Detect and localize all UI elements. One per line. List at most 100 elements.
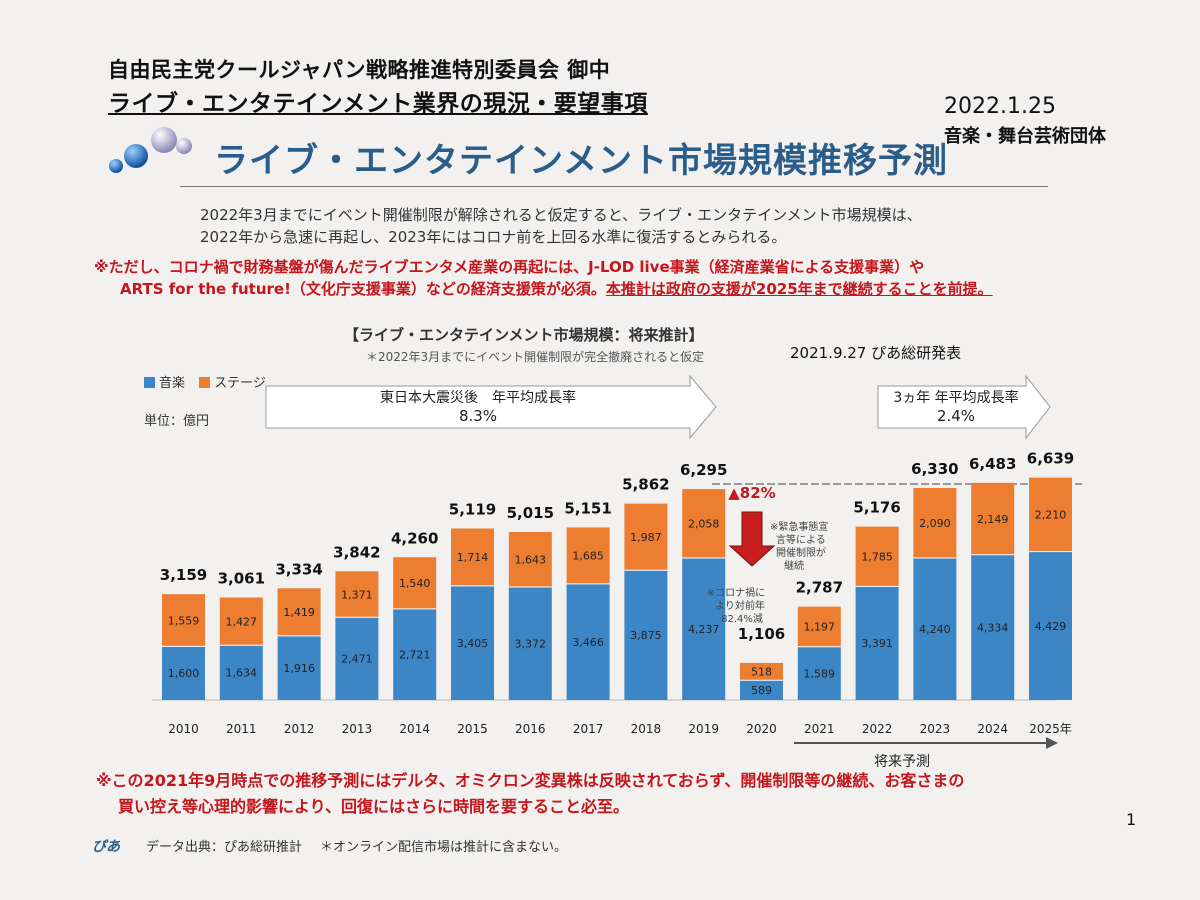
label-total-2024: 6,483 bbox=[969, 455, 1016, 473]
bar-music-2013 bbox=[335, 617, 379, 700]
x-tick-2018: 2018 bbox=[631, 722, 662, 736]
growth-past-label: 東日本大震災後 年平均成長率 bbox=[380, 389, 576, 406]
bar-stage-2019 bbox=[682, 489, 726, 559]
summary-line-2: 2022年から急速に再起し、2023年にはコロナ前を上回る水準に復活するとみられ… bbox=[200, 228, 787, 246]
covid-note-2: より対前年 bbox=[715, 599, 765, 612]
label-stage-2022: 1,785 bbox=[861, 551, 893, 564]
x-tick-2012: 2012 bbox=[284, 722, 315, 736]
footer-source: データ出典：ぴあ総研推計 bbox=[146, 840, 303, 855]
bar-music-2022 bbox=[855, 586, 899, 700]
bar-stage-2025年 bbox=[1029, 477, 1072, 552]
bar-stage-2012 bbox=[277, 588, 321, 636]
drop-label: ▲82% bbox=[728, 484, 775, 502]
emergency-note-1: ※緊急事態宣 bbox=[770, 520, 828, 533]
label-stage-2021: 1,197 bbox=[804, 621, 836, 634]
label-total-2025年: 6,639 bbox=[1027, 450, 1074, 468]
label-total-2021: 2,787 bbox=[796, 579, 843, 597]
label-total-2017: 5,151 bbox=[564, 499, 611, 517]
support-notice: ※ただし、コロナ禍で財務基盤が傷んだライブエンタメ産業の再起には、J-LOD l… bbox=[94, 256, 993, 300]
label-music-2025年: 4,429 bbox=[1035, 620, 1067, 633]
bar-stage-2024 bbox=[971, 482, 1015, 555]
label-total-2023: 6,330 bbox=[911, 460, 958, 478]
label-music-2023: 4,240 bbox=[919, 623, 951, 636]
decorative-dots-icon bbox=[109, 127, 192, 173]
label-music-2014: 2,721 bbox=[399, 648, 431, 661]
bar-music-2024 bbox=[971, 554, 1015, 700]
bar-music-2019 bbox=[682, 558, 726, 700]
summary-text: 2022年3月までにイベント開催制限が解除されると仮定すると、ライブ・エンタテイ… bbox=[200, 204, 922, 248]
chart-subtitle: ＊2022年3月までにイベント開催制限が完全撤廃されると仮定 bbox=[366, 350, 705, 364]
support-notice-line-2b: 本推計は政府の支援が2025年まで継続することを前提。 bbox=[605, 280, 993, 298]
bar-music-2014 bbox=[393, 608, 437, 700]
covid-note-3: 82.4%減 bbox=[721, 612, 763, 625]
footer-note: ＊オンライン配信市場は推計に含まない。 bbox=[320, 840, 568, 855]
document-date: 2022.1.25 bbox=[944, 94, 1056, 119]
document-author: 音楽・舞台芸術団体 bbox=[944, 126, 1106, 147]
page-number: 1 bbox=[1126, 810, 1137, 829]
x-tick-2024: 2024 bbox=[977, 722, 1008, 736]
x-tick-2014: 2014 bbox=[399, 722, 430, 736]
label-music-2016: 3,372 bbox=[515, 638, 547, 651]
chart-unit: 単位：億円 bbox=[144, 414, 210, 429]
bars-group: 1,600 1,559 3,159 2010 1,634 1,427 3,061 2011 1,… bbox=[160, 450, 1074, 736]
bar-music-2017 bbox=[566, 583, 610, 700]
label-total-2010: 3,159 bbox=[160, 566, 207, 584]
main-title: ライブ・エンタテインメント市場規模推移予測 bbox=[214, 141, 948, 181]
label-total-2012: 3,334 bbox=[275, 560, 322, 578]
label-total-2022: 5,176 bbox=[853, 499, 900, 517]
label-stage-2025年: 2,210 bbox=[1035, 509, 1067, 522]
x-tick-2020: 2020 bbox=[746, 722, 777, 736]
forecast-label: 将来予測 bbox=[874, 754, 930, 770]
x-tick-2025年: 2025年 bbox=[1029, 722, 1072, 736]
document-title: ライブ・エンタテインメント業界の現況・要望事項 bbox=[108, 91, 648, 117]
title-divider bbox=[180, 186, 1048, 187]
label-total-2015: 5,119 bbox=[449, 501, 496, 519]
bar-stage-2013 bbox=[335, 571, 379, 618]
label-music-2011: 1,634 bbox=[226, 667, 258, 680]
label-stage-2023: 2,090 bbox=[919, 517, 951, 530]
x-tick-2023: 2023 bbox=[920, 722, 951, 736]
x-tick-2022: 2022 bbox=[862, 722, 893, 736]
bar-stage-2014 bbox=[393, 557, 437, 609]
growth-arrow-past bbox=[265, 374, 717, 440]
bar-music-2016 bbox=[508, 587, 552, 700]
bar-stage-2023 bbox=[913, 487, 957, 558]
bar-music-2020 bbox=[740, 680, 783, 700]
pia-logo: ぴあ bbox=[92, 839, 120, 855]
label-stage-2014: 1,540 bbox=[399, 577, 431, 590]
bar-stage-2011 bbox=[219, 597, 263, 646]
label-stage-2011: 1,427 bbox=[226, 615, 258, 628]
label-music-2013: 2,471 bbox=[341, 653, 373, 666]
label-stage-2017: 1,685 bbox=[572, 550, 604, 563]
x-tick-2019: 2019 bbox=[688, 722, 719, 736]
label-total-2016: 5,015 bbox=[507, 504, 554, 522]
label-stage-2018: 1,987 bbox=[630, 531, 662, 544]
label-stage-2013: 1,371 bbox=[341, 588, 373, 601]
bar-stage-2017 bbox=[566, 527, 610, 584]
growth-future-label: 3ヵ年 年平均成長率 bbox=[893, 389, 1018, 406]
label-music-2010: 1,600 bbox=[168, 667, 200, 680]
covid-note-1: ※コロナ禍に bbox=[707, 586, 765, 599]
bar-stage-2018 bbox=[624, 503, 668, 571]
label-music-2020: 589 bbox=[751, 684, 772, 697]
bar-stage-2022 bbox=[855, 526, 899, 587]
legend-swatch-music bbox=[144, 377, 155, 388]
legend-label-music: 音楽 bbox=[159, 376, 186, 391]
label-stage-2020: 518 bbox=[751, 666, 772, 679]
label-stage-2024: 2,149 bbox=[977, 513, 1009, 526]
emergency-note-4: 継続 bbox=[784, 559, 804, 572]
bottom-warning-note: ※この2021年9月時点での推移予測にはデルタ、オミクロン変異株は反映されておら… bbox=[96, 768, 964, 820]
bar-stage-2020 bbox=[740, 662, 783, 681]
label-total-2018: 5,862 bbox=[622, 476, 669, 494]
label-total-2020: 1,106 bbox=[738, 625, 785, 643]
chart-title: 【ライブ・エンタテインメント市場規模：将来推計】 bbox=[344, 326, 704, 344]
bottom-note-line-2: 買い控え等心理的影響により、回復にはさらに時間を要すること必至。 bbox=[118, 797, 630, 816]
legend-swatch-stage bbox=[199, 377, 211, 388]
bar-music-2015 bbox=[451, 585, 494, 700]
x-tick-2011: 2011 bbox=[226, 722, 257, 736]
x-tick-2013: 2013 bbox=[342, 722, 373, 736]
forecast-arrow-icon bbox=[1046, 737, 1058, 749]
org-header: 自由民主党クールジャパン戦略推進特別委員会 御中 bbox=[108, 58, 611, 82]
label-music-2012: 1,916 bbox=[283, 662, 315, 675]
